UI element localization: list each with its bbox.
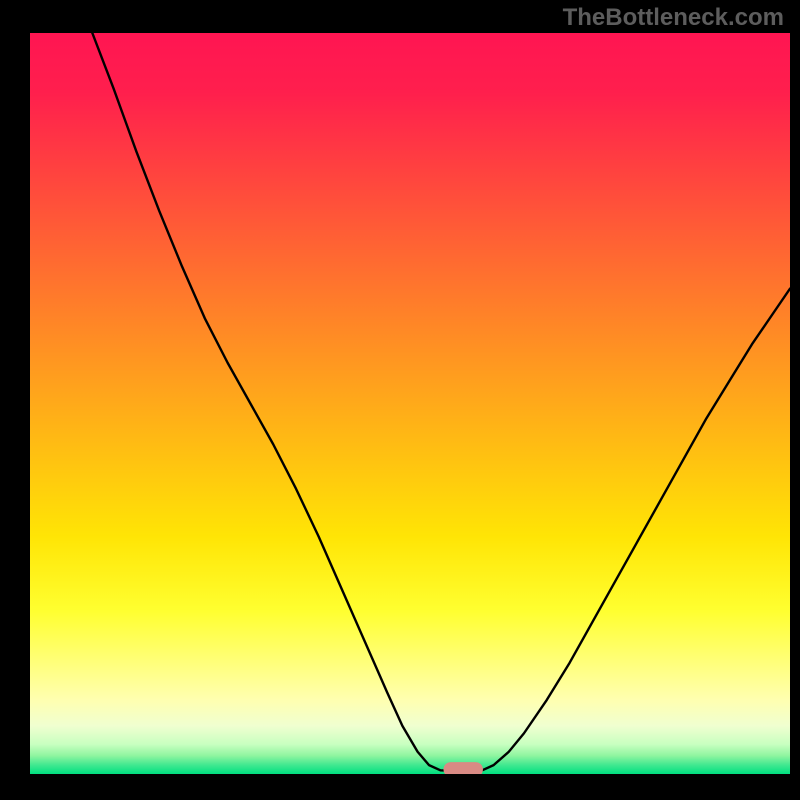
plot-area xyxy=(30,33,790,774)
watermark-text: TheBottleneck.com xyxy=(563,4,784,32)
optimal-marker xyxy=(443,762,483,774)
gradient-background xyxy=(30,33,790,774)
chart-container: TheBottleneck.com xyxy=(0,0,800,800)
chart-svg xyxy=(30,33,790,774)
